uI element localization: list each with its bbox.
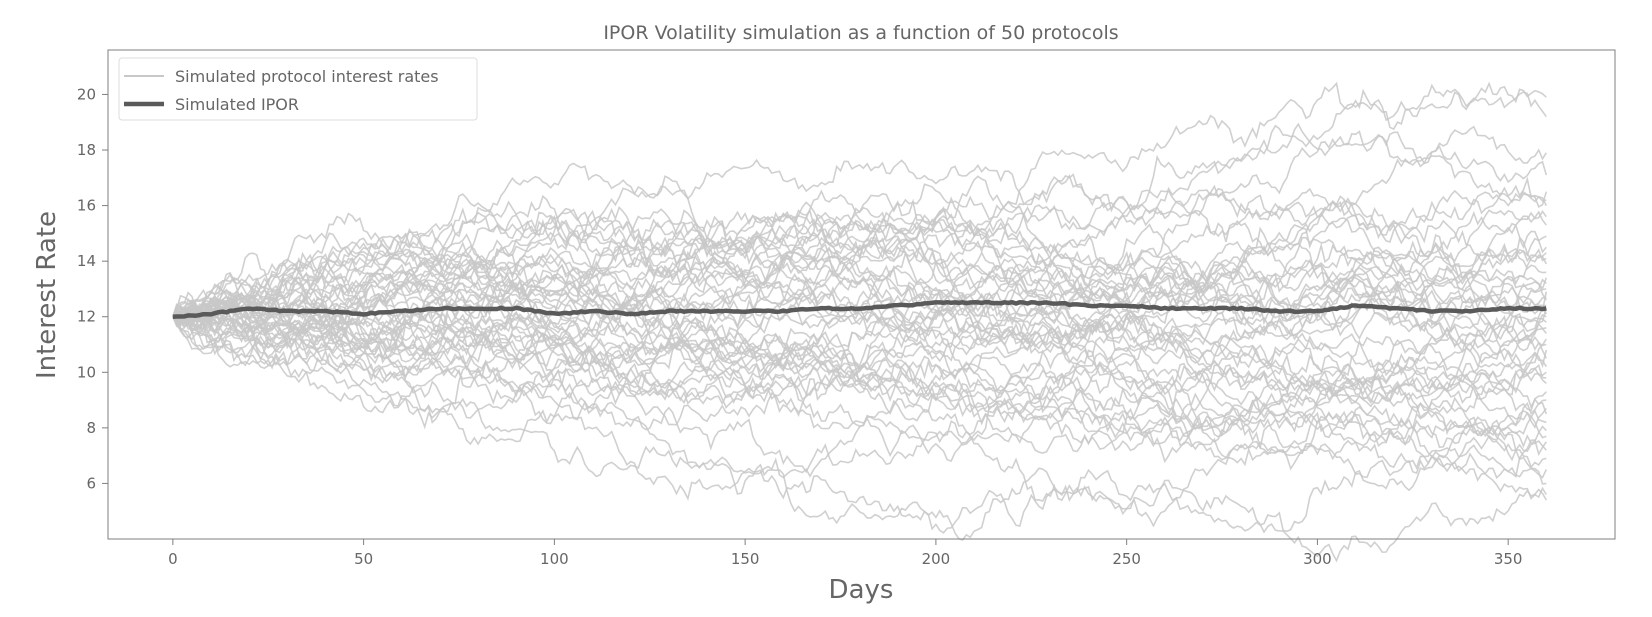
x-axis-title: Days	[829, 575, 894, 605]
y-tick-label: 8	[86, 419, 96, 437]
legend-label-protocol: Simulated protocol interest rates	[175, 67, 439, 86]
protocol-rate-line	[172, 311, 1547, 541]
x-tick-label: 0	[168, 550, 178, 568]
protocol-rate-line	[172, 213, 1547, 345]
protocol-rate-line	[172, 239, 1547, 354]
protocol-rate-line	[172, 315, 1547, 462]
protocol-rate-line	[172, 187, 1548, 328]
protocol-rate-line	[172, 190, 1548, 329]
protocol-rate-line	[172, 271, 1548, 479]
protocol-rate-line	[172, 283, 1547, 462]
legend-frame	[118, 57, 478, 121]
y-tick-label: 16	[77, 197, 96, 215]
legend: Simulated protocol interest rates Simula…	[118, 57, 478, 121]
protocol-rate-line	[172, 304, 1547, 563]
protocol-rate-line	[172, 255, 1547, 469]
x-tick-label: 350	[1494, 550, 1523, 568]
protocol-rate-line	[172, 282, 1547, 485]
y-tick-label: 6	[86, 474, 96, 492]
protocol-rate-line	[172, 223, 1548, 357]
y-tick-label: 14	[77, 252, 96, 270]
plot-frame	[107, 49, 1616, 540]
y-tick-label: 12	[77, 308, 96, 326]
ticks-layer: 0 50 100 150 200 250 300 350 6 8 10 12 14 16 18 20	[77, 85, 1523, 568]
y-axis-title: Interest Rate	[32, 211, 62, 379]
protocol-rate-line	[172, 214, 1548, 354]
protocol-rate-line	[172, 207, 1548, 384]
y-tick-label: 10	[77, 363, 96, 381]
x-tick-label: 250	[1112, 550, 1141, 568]
protocol-rate-line	[172, 195, 1547, 324]
x-tick-label: 100	[540, 550, 569, 568]
x-tick-label: 50	[354, 550, 373, 568]
ipor-line	[172, 299, 1547, 319]
protocol-rate-line	[172, 316, 1548, 479]
protocol-rate-line	[172, 130, 1547, 363]
chart-title: IPOR Volatility simulation as a function…	[603, 22, 1118, 44]
protocol-rate-line	[172, 215, 1547, 323]
y-tick-label: 18	[77, 141, 96, 159]
protocol-rate-line	[172, 306, 1547, 421]
x-tick-label: 300	[1303, 550, 1332, 568]
protocol-rate-line	[172, 175, 1547, 396]
protocol-rate-line	[172, 226, 1547, 426]
legend-label-ipor: Simulated IPOR	[175, 95, 299, 114]
x-tick-label: 200	[922, 550, 951, 568]
series-layer	[172, 81, 1548, 563]
protocol-rate-line	[172, 291, 1547, 533]
y-tick-label: 20	[77, 85, 96, 103]
x-tick-label: 150	[731, 550, 760, 568]
